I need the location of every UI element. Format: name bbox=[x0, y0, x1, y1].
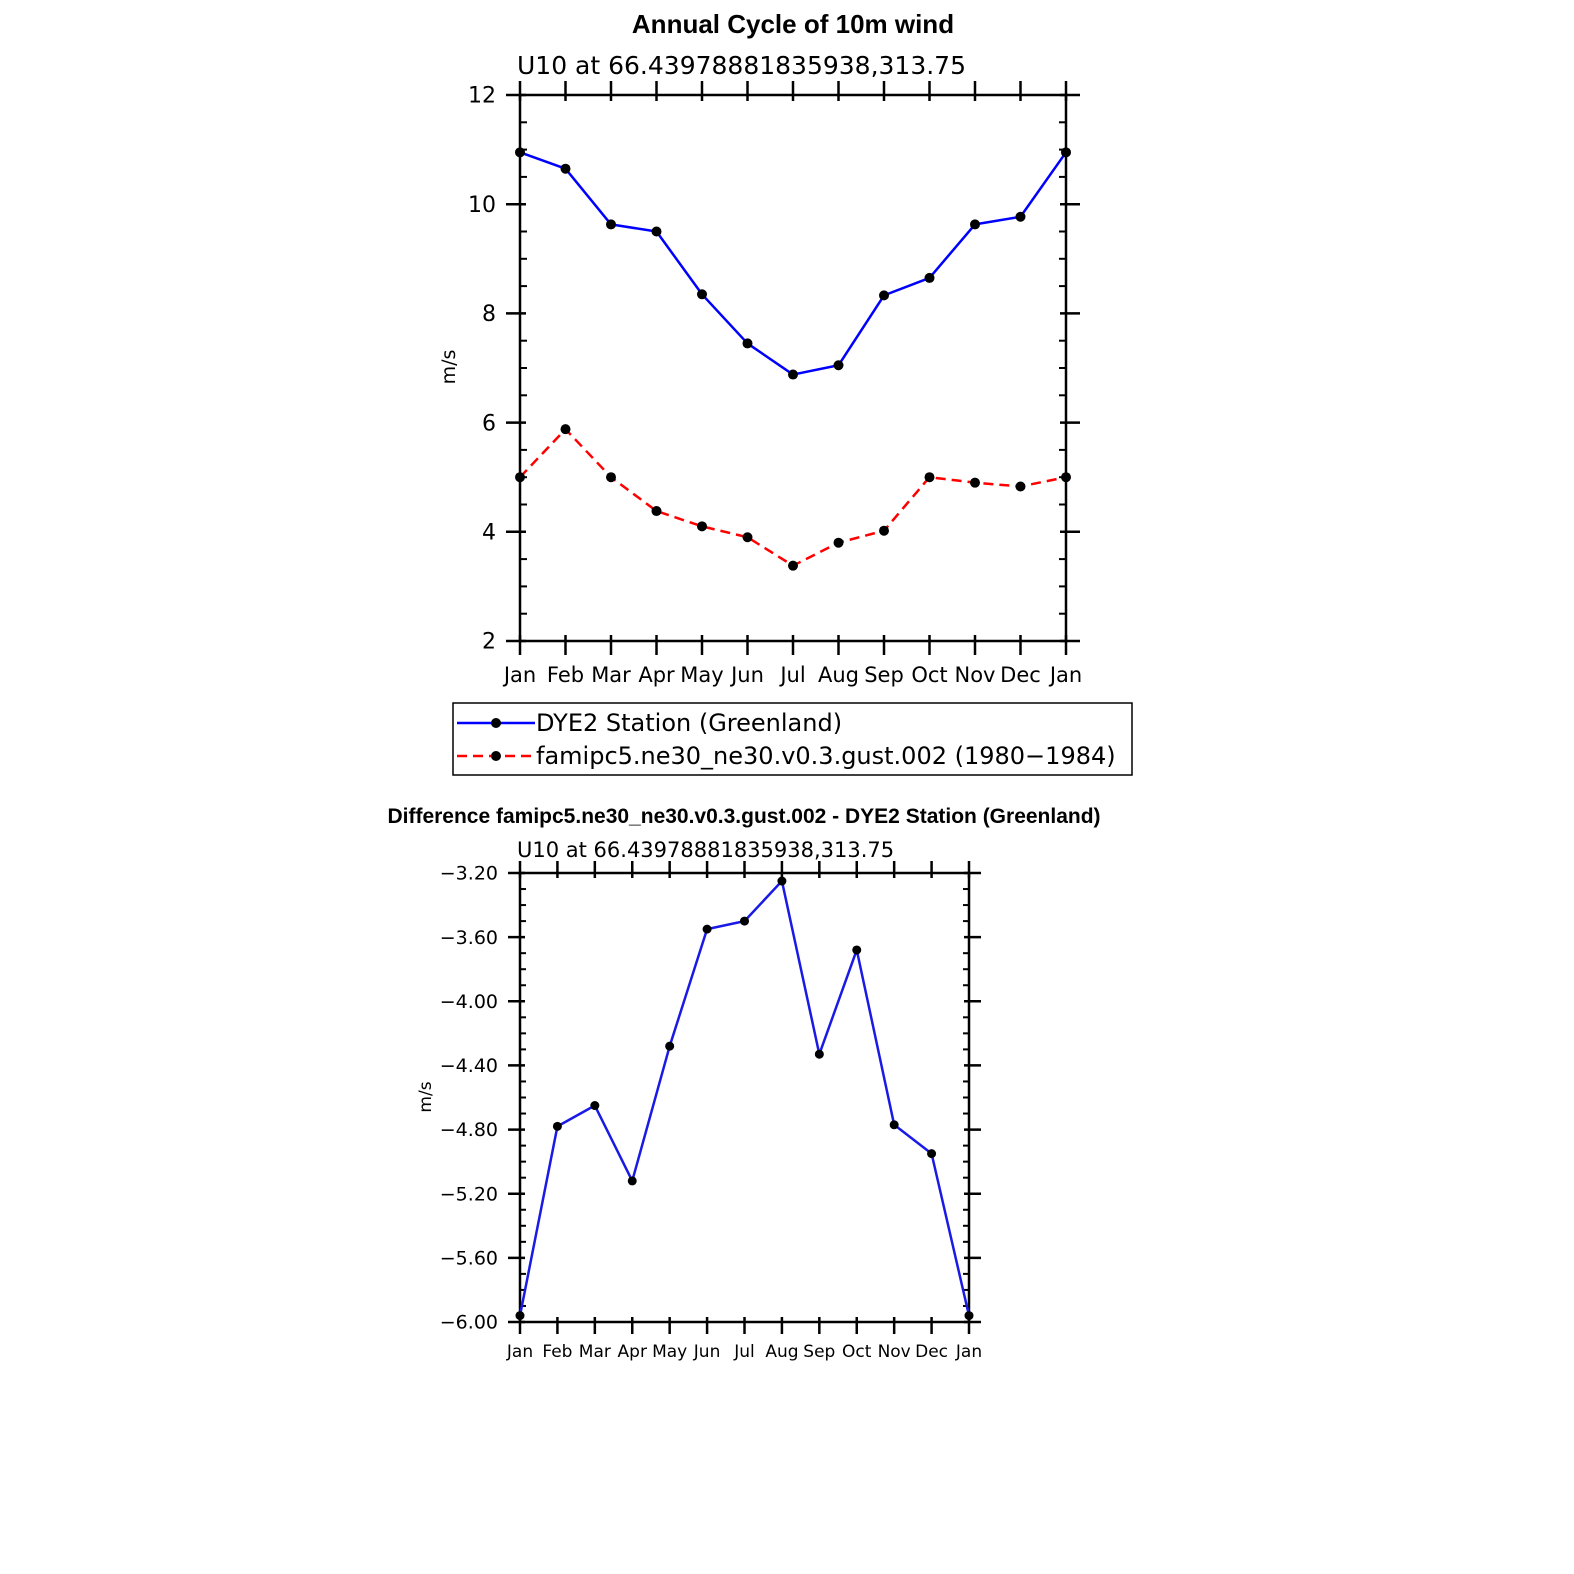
x-tick-label: Apr bbox=[618, 1342, 647, 1362]
legend-model-label: famipc5.ne30_ne30.v0.3.gust.002 (1980−19… bbox=[536, 742, 1116, 770]
series-0-point bbox=[702, 924, 712, 934]
x-tick-label: Feb bbox=[542, 1342, 572, 1362]
series-1-point bbox=[833, 537, 844, 548]
x-tick-label: Jan bbox=[955, 1342, 982, 1362]
series-1-point bbox=[1015, 481, 1026, 492]
series-0-point bbox=[924, 272, 935, 283]
chart2-plot: Jan Feb Mar Apr May Jun Jul Aug Sep Oct Nov Dec Jan−… bbox=[440, 861, 982, 1362]
series-1-point bbox=[970, 477, 980, 488]
x-tick-label: Nov bbox=[878, 1342, 911, 1362]
y-tick-label: −4.40 bbox=[440, 1055, 498, 1077]
series-1-point bbox=[879, 525, 889, 536]
series-1-point bbox=[560, 424, 571, 435]
chart2-subtitle: U10 at 66.43978881835938,313.75 bbox=[517, 838, 894, 862]
x-tick-label: Aug bbox=[818, 663, 859, 687]
series-0-point bbox=[651, 226, 662, 237]
legend-station-label: DYE2 Station (Greenland) bbox=[536, 709, 842, 737]
x-tick-label: Oct bbox=[911, 663, 947, 687]
chart1-plot: Jan Feb Mar Apr May Jun Jul Aug Sep Oct Nov Dec Jan2… bbox=[468, 81, 1082, 687]
series-line-0 bbox=[518, 879, 971, 1316]
legend-model-marker bbox=[491, 751, 501, 761]
chart2-ylabel: m/s bbox=[416, 1081, 436, 1112]
y-tick-label: −4.80 bbox=[440, 1119, 498, 1141]
y-tick-label: −3.60 bbox=[440, 927, 498, 949]
chart2-title: Difference famipc5.ne30_ne30.v0.3.gust.0… bbox=[387, 805, 1100, 828]
x-tick-label: Dec bbox=[915, 1342, 948, 1362]
x-tick-label: May bbox=[680, 663, 723, 687]
x-tick-label: Jun bbox=[729, 663, 764, 687]
y-tick-label: −5.20 bbox=[440, 1183, 498, 1205]
chart1-legend: DYE2 Station (Greenland) famipc5.ne30_ne… bbox=[452, 702, 1133, 776]
series-1-point bbox=[651, 506, 662, 517]
y-tick-label: 12 bbox=[468, 84, 496, 109]
x-tick-label: Sep bbox=[803, 1342, 835, 1362]
x-tick-label: Apr bbox=[638, 663, 675, 687]
series-0-point bbox=[814, 1049, 824, 1059]
y-tick-label: −6.00 bbox=[440, 1312, 498, 1334]
series-0-point bbox=[927, 1149, 937, 1159]
series-0-point bbox=[852, 945, 862, 955]
series-line-1 bbox=[519, 427, 1067, 567]
y-tick-label: −4.00 bbox=[440, 991, 498, 1013]
y-tick-label: 8 bbox=[482, 302, 496, 327]
series-0-point bbox=[515, 1311, 525, 1321]
y-tick-label: −3.20 bbox=[440, 863, 498, 885]
series-0-point bbox=[889, 1120, 899, 1130]
series-0-point bbox=[515, 147, 525, 158]
y-tick-label: 6 bbox=[482, 411, 496, 436]
plot-frame bbox=[518, 93, 1068, 643]
series-0-point bbox=[970, 219, 980, 230]
series-0-point bbox=[560, 163, 571, 174]
series-0-point bbox=[697, 289, 707, 300]
x-tick-label: Feb bbox=[547, 663, 584, 687]
x-tick-label: May bbox=[652, 1342, 687, 1362]
x-tick-label: Jan bbox=[502, 663, 536, 687]
series-1-point bbox=[515, 472, 525, 483]
y-tick-label: 4 bbox=[482, 521, 496, 546]
chart1-subtitle: U10 at 66.43978881835938,313.75 bbox=[517, 51, 966, 80]
series-line-0 bbox=[519, 151, 1068, 376]
x-tick-label: Dec bbox=[1000, 663, 1041, 687]
x-tick-label: Jun bbox=[693, 1342, 721, 1362]
y-tick-label: 2 bbox=[482, 630, 496, 655]
series-1-point bbox=[788, 560, 798, 571]
series-0-point bbox=[879, 290, 889, 301]
series-0-point bbox=[740, 916, 749, 926]
plot-frame bbox=[518, 871, 971, 1324]
series-0-point bbox=[742, 338, 753, 349]
series-0-point bbox=[552, 1121, 562, 1131]
legend-box bbox=[452, 702, 1133, 776]
y-tick-label: −5.60 bbox=[440, 1248, 498, 1270]
series-0-point bbox=[665, 1041, 675, 1051]
x-tick-label: Mar bbox=[579, 1342, 611, 1362]
chart1-title: Annual Cycle of 10m wind bbox=[632, 9, 954, 39]
x-tick-label: Nov bbox=[955, 663, 996, 687]
series-0-point bbox=[606, 219, 616, 230]
x-tick-label: Sep bbox=[864, 663, 904, 687]
series-1-point bbox=[1061, 472, 1071, 483]
x-tick-label: Oct bbox=[842, 1342, 872, 1362]
series-0-point bbox=[627, 1176, 637, 1186]
x-tick-label: Mar bbox=[591, 663, 631, 687]
x-tick-label: Jan bbox=[506, 1342, 533, 1362]
series-1-point bbox=[606, 472, 616, 483]
x-tick-label: Jan bbox=[1048, 663, 1082, 687]
x-tick-label: Aug bbox=[765, 1342, 798, 1362]
series-0-point bbox=[1061, 147, 1071, 158]
series-0-point bbox=[590, 1101, 600, 1111]
y-tick-label: 10 bbox=[468, 193, 496, 218]
legend-station-marker bbox=[491, 718, 501, 728]
series-0-point bbox=[1015, 211, 1026, 222]
series-0-point bbox=[833, 360, 844, 371]
series-0-point bbox=[788, 369, 798, 380]
series-0-point bbox=[964, 1311, 974, 1321]
series-1-point bbox=[742, 532, 753, 543]
x-tick-label: Jul bbox=[733, 1342, 755, 1362]
series-0-point bbox=[777, 876, 787, 886]
series-1-point bbox=[924, 472, 935, 483]
x-tick-label: Jul bbox=[778, 663, 805, 687]
chart1-ylabel: m/s bbox=[438, 350, 460, 385]
series-1-point bbox=[697, 521, 707, 532]
